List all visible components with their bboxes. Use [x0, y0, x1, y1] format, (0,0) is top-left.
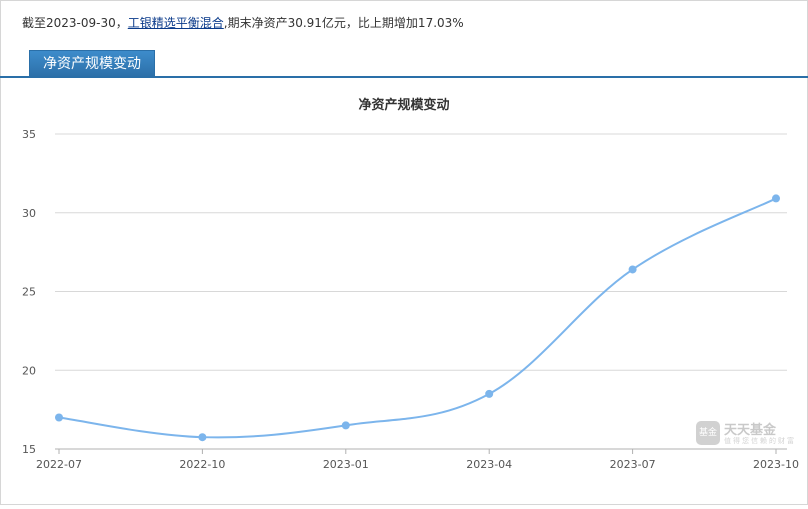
x-tick-label: 2022-10: [179, 458, 225, 471]
data-point[interactable]: [772, 194, 780, 203]
watermark-logo-icon: 基金: [696, 421, 720, 445]
y-tick-label: 25: [22, 286, 36, 299]
watermark-subtitle: 值得您信赖的财富: [724, 437, 796, 445]
tab-bar: 净资产规模变动: [0, 46, 808, 78]
x-tick-label: 2023-10: [753, 458, 799, 471]
chart-title: 净资产规模变动: [358, 97, 449, 113]
series-line: [58, 197, 777, 439]
x-tick-label: 2023-07: [610, 458, 656, 471]
y-tick-label: 15: [22, 443, 36, 456]
x-tick-label: 2023-01: [323, 458, 369, 471]
data-point[interactable]: [485, 389, 494, 398]
y-tick-label: 35: [22, 128, 36, 141]
data-point[interactable]: [55, 413, 63, 422]
data-point[interactable]: [198, 433, 207, 442]
y-tick-label: 30: [22, 207, 36, 220]
summary-suffix: ,期末净资产30.91亿元，比上期增加17.03%: [223, 16, 464, 30]
data-point[interactable]: [341, 421, 350, 430]
y-tick-label: 20: [22, 364, 36, 377]
data-point[interactable]: [628, 265, 637, 274]
fund-name-link[interactable]: 工银精选平衡混合: [127, 16, 224, 30]
x-tick-label: 2022-07: [36, 458, 82, 471]
chart-area: 净资产规模变动 15 20 25 30 35 2022-07 2022-10 2023-01…: [0, 79, 808, 505]
watermark-title: 天天基金: [724, 423, 777, 438]
tiantian-fund-watermark: 基金 天天基金 值得您信赖的财富: [696, 419, 794, 447]
fund-summary: 截至2023-09-30，工银精选平衡混合,期末净资产30.91亿元，比上期增加…: [22, 14, 464, 31]
tab-underline: [0, 76, 808, 78]
x-tick-label: 2023-04: [466, 458, 512, 471]
tab-net-asset-scale[interactable]: 净资产规模变动: [29, 50, 155, 77]
net-asset-chart: 净资产规模变动 15 20 25 30 35 2022-07 2022-10 2023-01…: [22, 97, 799, 471]
summary-prefix: 截至2023-09-30，: [22, 16, 128, 30]
